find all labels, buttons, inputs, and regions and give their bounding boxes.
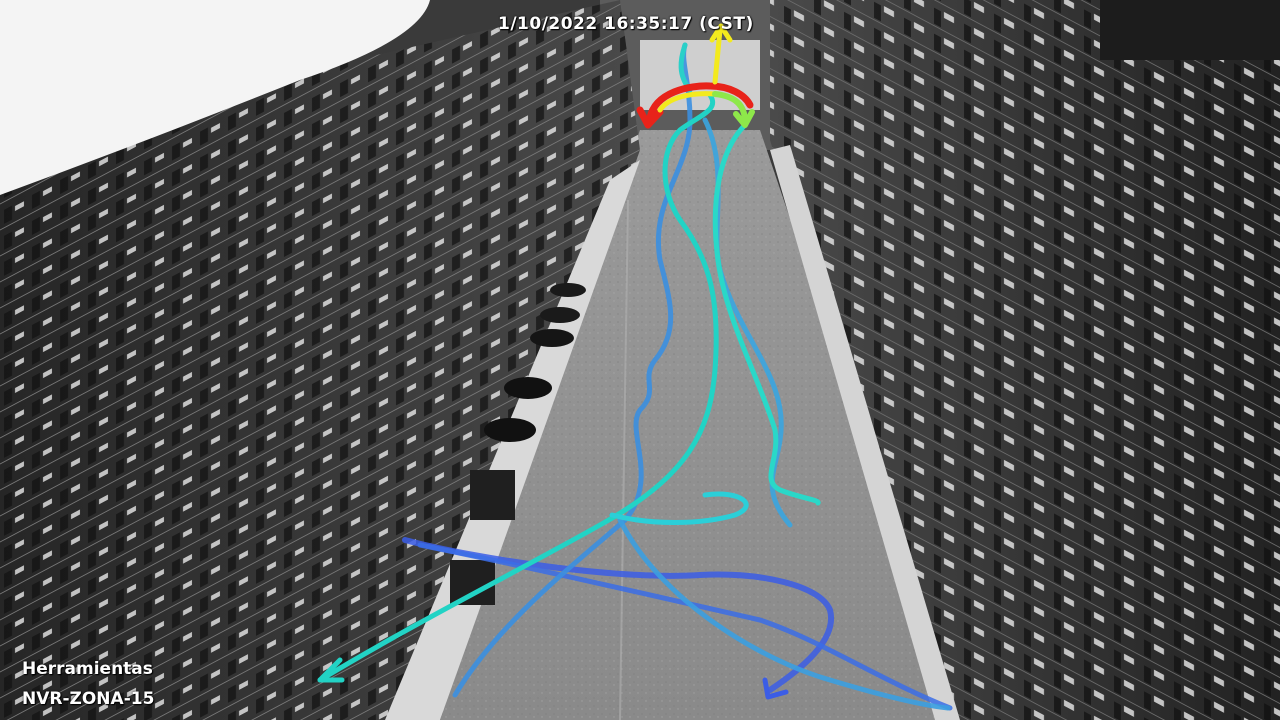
arrowhead-teal (317, 657, 345, 683)
arrow-yellow-left (657, 91, 718, 113)
path-blue-1 (452, 42, 693, 698)
right-top-bin (1100, 0, 1280, 60)
direction-arrows (636, 23, 755, 129)
path-teal-2 (712, 122, 821, 506)
timestamp-overlay: 1/10/2022 16:35:17 (CST) (498, 14, 754, 34)
area-name-overlay: Herramientas (22, 659, 153, 679)
path-deep-blue-2 (417, 542, 953, 711)
right-base-shelf (770, 145, 960, 720)
tracking-paths (317, 42, 953, 711)
path-blue-2 (617, 517, 951, 711)
camera-id-overlay: NVR-ZONA-15 (22, 689, 155, 709)
disc-products (450, 283, 586, 605)
ceiling-light (0, 0, 430, 195)
arrowhead-deep-blue (762, 677, 789, 700)
path-deep-blue-1 (402, 537, 835, 693)
path-teal-1 (317, 92, 719, 683)
arrow-green (712, 91, 748, 125)
path-teal-3 (609, 491, 749, 525)
arrow-yellow-up (712, 27, 723, 85)
arrow-red (646, 82, 754, 122)
